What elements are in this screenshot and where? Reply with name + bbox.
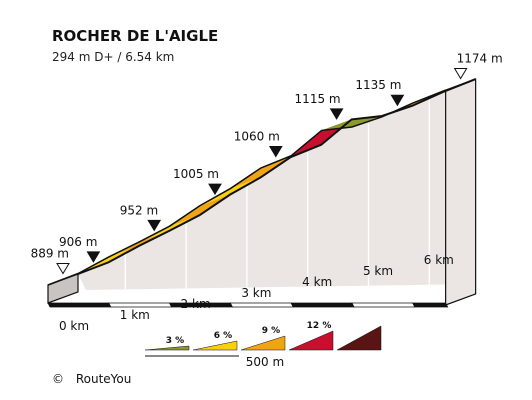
legend-label: 3 % [166,336,184,346]
elevation-marker [147,219,162,232]
elevation-label: 952 m [120,203,158,217]
base-band [351,302,416,308]
base-band [290,302,355,308]
gradient-segment [200,177,261,206]
base-band [47,302,112,308]
distance-ticks: 0 km 1 km 2 km 3 km 4 km 5 km 6 km [59,253,454,333]
elevation-marker [208,183,222,196]
credit-text: © RouteYou [52,372,131,386]
legend-swatch [144,345,190,351]
elevation-label: 1115 m [295,92,341,106]
gradient-segment [78,245,139,274]
distance-tick-label: 3 km [241,286,271,300]
endpoint-marker [56,263,70,275]
elevation-label: 889 m [31,247,69,261]
distance-tick-label: 4 km [302,275,332,289]
gradient-segment [169,194,230,227]
elevation-label: 1174 m [457,52,503,66]
elevation-label: 1135 m [355,78,401,92]
distance-tick-label: 0 km [59,319,89,333]
base-band [229,302,294,308]
elevation-marker [390,94,405,107]
profile-body [47,78,477,308]
base-band [412,302,449,308]
gradient-segment [230,157,291,189]
legend-swatch [336,325,382,351]
distance-tick-label: 5 km [363,264,393,278]
elevation-marker [329,108,344,120]
end-cap [445,78,477,306]
gradient-segment [139,215,200,242]
strip-top-edge [77,78,477,275]
distance-tick-label: 6 km [424,253,454,267]
elevation-marker [86,251,101,263]
endpoint-marker [453,68,468,80]
base-band [108,302,173,308]
chart-title: ROCHER DE L'AIGLE [52,27,218,45]
legend-swatch [240,335,286,351]
distance-tick-label: 2 km [181,297,211,311]
legend-swatch [288,330,334,351]
copyright-symbol: © [52,372,64,386]
back-face [78,79,476,290]
distance-tick-label: 1 km [120,308,150,322]
credit-name: RouteYou [76,372,132,386]
legend-swatch [192,340,238,351]
gradient-strip [47,78,477,286]
elevation-marker [268,146,283,158]
legend-label: 9 % [262,326,280,336]
elevation-label: 1005 m [173,167,219,181]
elevation-label: 1060 m [234,130,280,144]
strip-front-edge [47,89,446,286]
elevation-label: 906 m [59,235,97,249]
legend-label: 12 % [307,321,332,331]
chart-subtitle: 294 m D+ / 6.54 km [52,50,174,64]
scale-label: 500 m [246,355,284,369]
legend-label: 6 % [214,331,232,341]
gradient-legend: 3 % 6 % 9 % 12 % 500 m [144,321,382,369]
gradient-segment [321,115,382,131]
